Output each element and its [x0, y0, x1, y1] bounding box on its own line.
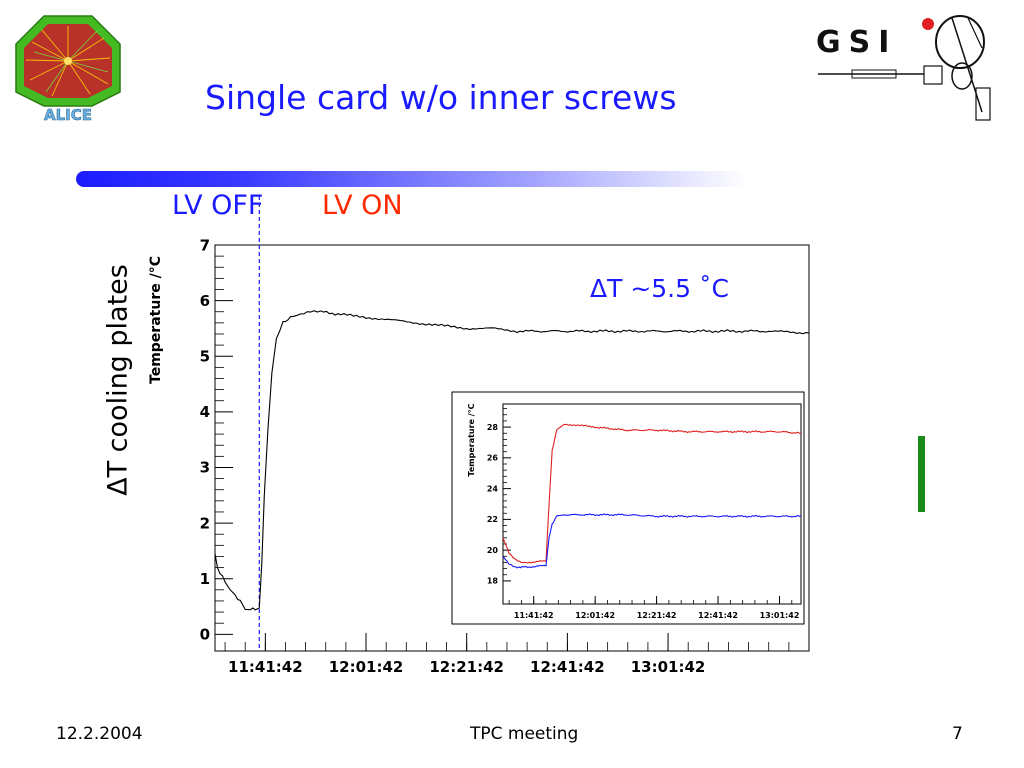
inset-x-tick-label: 12:41:42: [698, 611, 738, 620]
main-x-tick-label: 11:41:42: [228, 658, 303, 676]
inset-x-tick-label: 12:01:42: [575, 611, 615, 620]
inset-y-tick-label: 20: [487, 546, 499, 555]
inset-y-tick-label: 18: [487, 577, 499, 586]
lv-on-label: LV ON: [322, 190, 403, 221]
alice-logo: ALICE: [15, 15, 121, 122]
footer-page-number: 7: [952, 724, 963, 744]
main-plot-frame: [214, 244, 810, 652]
footer-center-text: TPC meeting: [470, 724, 579, 744]
main-y-tick-label: 6: [200, 292, 210, 310]
delta-t-annotation: ΔT ~5.5 ˚C: [590, 274, 729, 303]
gsi-logo: GSI: [816, 15, 991, 121]
main-y-axis-label: Temperature /°C: [148, 256, 164, 384]
main-y-tick-label: 4: [200, 403, 210, 421]
main-y-tick-label: 1: [200, 570, 210, 588]
inset-y-axis-label: Temperature /°C: [467, 403, 476, 476]
inset-series-line-0: [502, 423, 802, 564]
main-x-tick-label: 12:21:42: [429, 658, 504, 676]
inset-y-tick-label: 24: [487, 484, 499, 493]
main-y-tick-label: 3: [200, 459, 210, 477]
slide-title: Single card w/o inner screws: [205, 78, 677, 117]
gsi-logo-text: GSI: [816, 25, 897, 60]
alice-logo-text: ALICE: [44, 106, 92, 122]
main-y-tick-label: 5: [200, 347, 210, 365]
main-x-tick-label: 13:01:42: [631, 658, 706, 676]
inset-x-tick-label: 11:41:42: [514, 611, 554, 620]
lv-off-label: LV OFF: [172, 190, 264, 221]
inset-y-tick-label: 22: [487, 515, 498, 524]
main-y-tick-label: 7: [200, 236, 210, 254]
footer-date: 12.2.2004: [56, 724, 143, 744]
inset-y-tick-label: 28: [487, 423, 499, 432]
inset-plot-frame: [502, 403, 802, 605]
inset-series-line-1: [502, 513, 801, 569]
green-indicator-bar: [918, 436, 925, 512]
main-x-tick-label: 12:01:42: [329, 658, 404, 676]
title-underline-bar: [76, 171, 746, 187]
inset-x-tick-label: 13:01:42: [760, 611, 800, 620]
main-series-line-0: [214, 310, 810, 611]
inset-y-tick-label: 26: [487, 454, 499, 463]
main-y-tick-label: 2: [200, 514, 210, 532]
main-x-tick-label: 12:41:42: [530, 658, 605, 676]
main-y-tick-label: 0: [200, 626, 210, 644]
inset-x-tick-label: 12:21:42: [637, 611, 677, 620]
